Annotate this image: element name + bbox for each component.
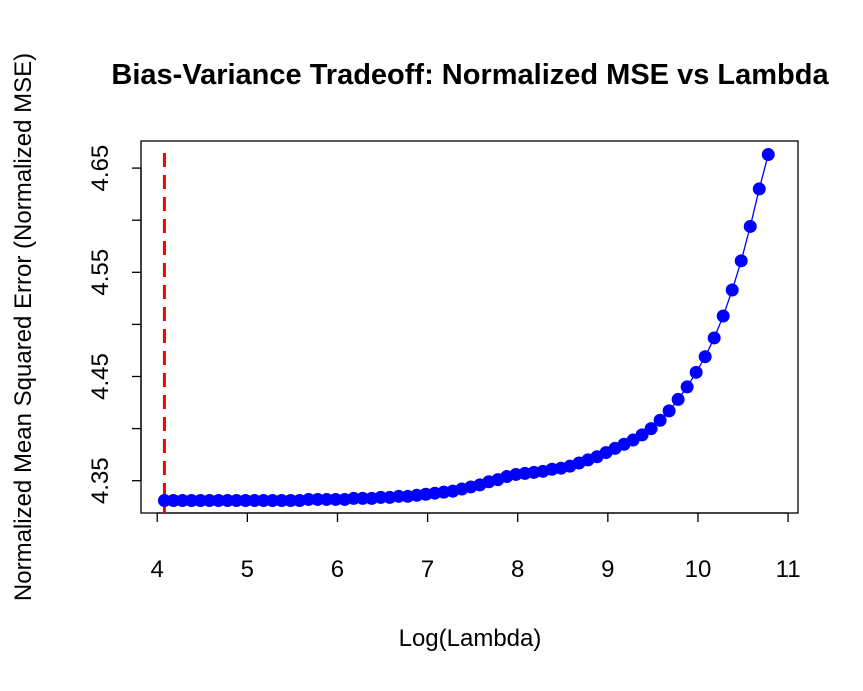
x-tick-label: 8: [511, 556, 524, 583]
point: [239, 493, 253, 507]
point: [175, 493, 189, 507]
point: [193, 493, 207, 507]
point: [184, 493, 198, 507]
point: [374, 490, 388, 504]
y-axis-label: Normalized Mean Squared Error (Normalize…: [10, 53, 37, 601]
y-tick-label: 4.55: [87, 249, 114, 296]
point: [662, 404, 676, 418]
point: [284, 493, 298, 507]
point: [221, 493, 235, 507]
x-tick-label: 4: [151, 556, 164, 583]
point: [725, 283, 739, 297]
point: [671, 392, 685, 406]
point: [392, 489, 406, 503]
point: [347, 491, 361, 505]
x-tick-label: 9: [601, 556, 614, 583]
point: [302, 492, 316, 506]
point: [202, 493, 216, 507]
point: [212, 493, 226, 507]
point: [157, 493, 171, 507]
point: [320, 492, 334, 506]
point: [248, 493, 262, 507]
x-tick-label: 6: [331, 556, 344, 583]
point: [356, 491, 370, 505]
point: [257, 493, 271, 507]
point: [761, 148, 775, 162]
y-tick-label: 4.65: [87, 145, 114, 192]
y-tick-label: 4.35: [87, 457, 114, 504]
x-tick-label: 10: [685, 556, 712, 583]
point: [166, 493, 180, 507]
point: [329, 492, 343, 506]
point: [734, 254, 748, 268]
chart-title: Bias-Variance Tradeoff: Normalized MSE v…: [111, 59, 829, 91]
y-tick-label: 4.45: [87, 353, 114, 400]
x-tick-label: 11: [776, 556, 801, 583]
point: [230, 493, 244, 507]
point: [680, 380, 694, 394]
point: [698, 350, 712, 364]
x-tick-label: 5: [241, 556, 254, 583]
point: [275, 493, 289, 507]
point: [653, 413, 667, 427]
point: [266, 493, 280, 507]
point: [752, 182, 766, 196]
point: [743, 219, 757, 233]
x-axis-label: Log(Lambda): [399, 625, 542, 652]
point: [311, 492, 325, 506]
point: [707, 331, 721, 345]
point: [716, 309, 730, 323]
point: [689, 365, 703, 379]
x-tick-label: 7: [421, 556, 434, 583]
point: [644, 422, 658, 436]
